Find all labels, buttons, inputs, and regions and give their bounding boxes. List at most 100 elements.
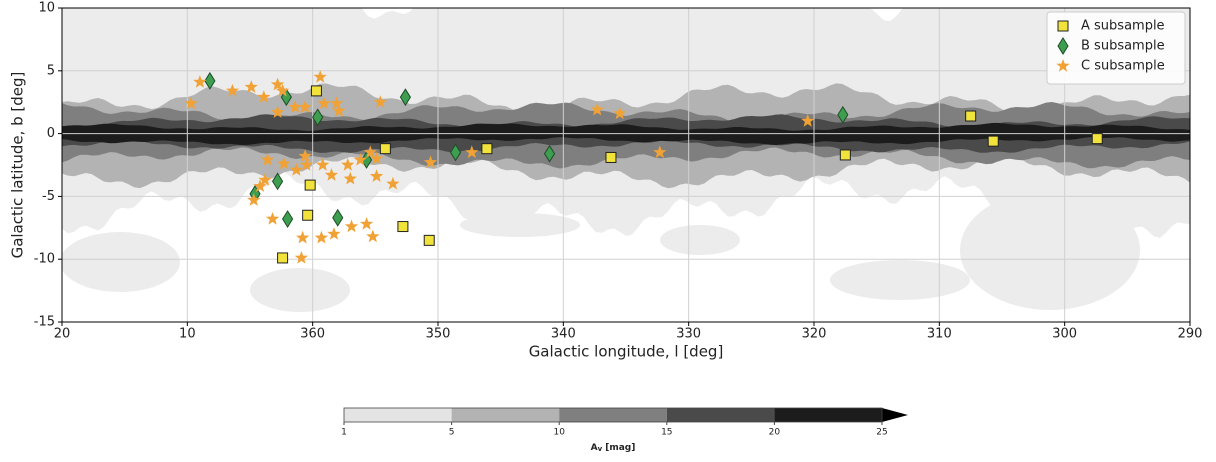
marker-diamond xyxy=(543,144,556,163)
map-patch xyxy=(460,213,580,237)
marker-diamond xyxy=(204,71,216,90)
y-tick-label: 5 xyxy=(47,63,55,78)
marker-star xyxy=(298,149,312,162)
colorbar-frame xyxy=(343,407,883,423)
marker-star xyxy=(313,70,327,83)
marker-star xyxy=(270,77,285,91)
marker-diamond xyxy=(312,108,324,127)
y-tick-label: -15 xyxy=(34,315,55,330)
marker-star xyxy=(244,80,258,93)
marker-star xyxy=(277,156,291,170)
marker-star xyxy=(260,153,275,166)
marker-star xyxy=(253,179,267,192)
marker-star xyxy=(373,95,387,108)
colorbar-label-rest: [mag] xyxy=(605,443,635,453)
marker-square xyxy=(277,252,289,264)
marker-square xyxy=(310,85,322,97)
x-tick-label: 300 xyxy=(1052,327,1077,342)
marker-star xyxy=(423,155,438,169)
marker-star xyxy=(265,212,280,225)
marker-star xyxy=(288,100,302,113)
colorbar-label: Av [mag] xyxy=(591,443,636,454)
marker-star xyxy=(294,250,308,264)
colorbar-extend xyxy=(882,408,908,422)
marker-star xyxy=(359,217,374,230)
legend: A subsample B subsample C subsample xyxy=(1046,11,1186,85)
marker-star xyxy=(653,145,667,159)
marker-star xyxy=(298,100,312,113)
marker-star xyxy=(317,96,331,110)
marker-star xyxy=(289,163,303,176)
map-patch xyxy=(960,190,1140,310)
marker-square xyxy=(379,143,391,155)
map-patch xyxy=(830,260,970,300)
marker-diamond xyxy=(332,208,344,227)
colorbar-tick-label: 1 xyxy=(341,428,347,438)
y-tick-label: -5 xyxy=(42,189,55,204)
colorbar-tick-label: 25 xyxy=(876,428,887,438)
colorbar-tick-label: 20 xyxy=(769,428,781,438)
marker-star xyxy=(225,83,240,97)
y-tick-label: 0 xyxy=(47,126,55,141)
x-tick-label: 330 xyxy=(676,327,701,342)
marker-star xyxy=(324,168,339,181)
marker-square xyxy=(1091,133,1103,145)
marker-star xyxy=(465,145,479,159)
colorbar-segment xyxy=(774,408,882,422)
marker-star xyxy=(801,114,815,127)
y-tick-label: -10 xyxy=(34,252,55,267)
marker-star xyxy=(386,176,400,190)
marker-square xyxy=(304,179,316,191)
marker-diamond xyxy=(399,88,412,107)
colorbar-tick-label: 15 xyxy=(661,428,672,438)
marker-diamond xyxy=(271,172,284,191)
x-tick-label: 350 xyxy=(426,327,451,342)
x-tick-label: 10 xyxy=(179,327,196,342)
x-tick-label: 20 xyxy=(54,327,71,342)
colorbar-segment xyxy=(559,408,667,422)
marker-diamond xyxy=(449,143,462,162)
colorbar: 1 5 10 15 20 25 xyxy=(341,407,908,438)
marker-square xyxy=(1057,20,1069,32)
marker-diamond xyxy=(1057,37,1069,55)
marker-star xyxy=(613,106,627,120)
marker-star xyxy=(341,158,355,171)
marker-star xyxy=(247,193,261,206)
colorbar-segment xyxy=(666,408,775,422)
x-tick-label: 360 xyxy=(300,327,325,342)
marker-star xyxy=(344,219,359,233)
extinction-map xyxy=(62,8,1190,322)
y-axis-label: Galactic latitude, b [deg] xyxy=(9,72,27,259)
marker-star xyxy=(296,230,310,244)
x-tick-label: 320 xyxy=(802,327,827,342)
map-patch xyxy=(250,268,350,312)
colorbar-tick-label: 5 xyxy=(449,428,455,438)
marker-star xyxy=(332,104,346,117)
marker-star xyxy=(316,158,330,171)
marker-star xyxy=(363,145,377,159)
colorbar-label-main: A xyxy=(591,443,598,453)
marker-star xyxy=(369,151,384,165)
marker-square xyxy=(605,151,617,163)
marker-star xyxy=(258,173,272,186)
marker-star xyxy=(184,96,198,110)
marker-star xyxy=(366,229,380,243)
plot-frame xyxy=(61,7,1191,323)
x-tick-label: 340 xyxy=(551,327,576,342)
marker-star xyxy=(590,102,604,116)
marker-diamond xyxy=(282,210,294,228)
marker-star xyxy=(343,171,357,185)
marker-square xyxy=(839,149,851,161)
legend-box xyxy=(1046,11,1186,85)
x-axis-label: Galactic longitude, l [deg] xyxy=(529,343,724,361)
marker-star xyxy=(1056,59,1070,72)
colorbar-segment xyxy=(344,408,452,422)
legend-label: C subsample xyxy=(1081,59,1165,74)
marker-star xyxy=(299,158,314,171)
colorbar-tick-label: 10 xyxy=(553,428,565,438)
marker-star xyxy=(327,227,341,240)
marker-star xyxy=(314,230,329,244)
marker-square xyxy=(397,221,409,233)
marker-star xyxy=(270,105,285,118)
